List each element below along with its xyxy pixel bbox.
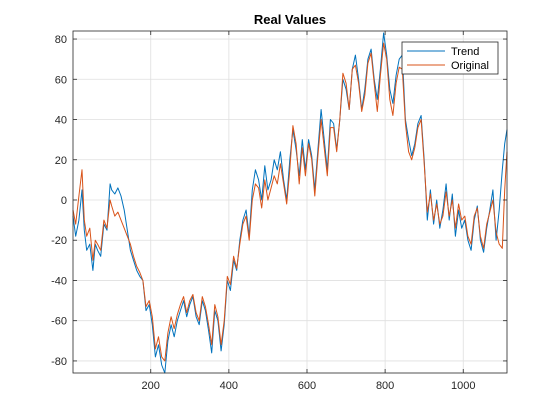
x-tick-label: 1000 [451, 380, 475, 392]
y-tick-label: 0 [61, 195, 67, 207]
y-tick-label: 80 [55, 34, 67, 46]
legend-label-original: Original [451, 60, 489, 72]
legend-label-trend: Trend [451, 46, 479, 58]
axes-box [72, 30, 508, 374]
y-tick-label: -60 [51, 316, 67, 328]
axis-ticks: 200 400 600 800 1000 -80 -60 -40 -20 0 20 40 60 80 [51, 31, 507, 392]
x-tick-label: 800 [376, 380, 394, 392]
y-tick-label: 40 [55, 115, 67, 127]
x-tick-label: 200 [142, 380, 160, 392]
y-tick-label: -80 [51, 356, 67, 368]
chart-title: Real Values [254, 12, 326, 27]
legend[interactable]: Trend Original [401, 41, 499, 75]
y-tick-label: -20 [51, 235, 67, 247]
plot-lines [72, 32, 508, 374]
y-tick-label: -40 [51, 275, 67, 287]
x-tick-label: 400 [220, 380, 238, 392]
y-tick-label: 20 [55, 155, 67, 167]
legend-box [401, 41, 499, 75]
y-tick-label: 60 [55, 74, 67, 86]
x-tick-label: 600 [298, 380, 316, 392]
series-line-original [72, 42, 508, 362]
